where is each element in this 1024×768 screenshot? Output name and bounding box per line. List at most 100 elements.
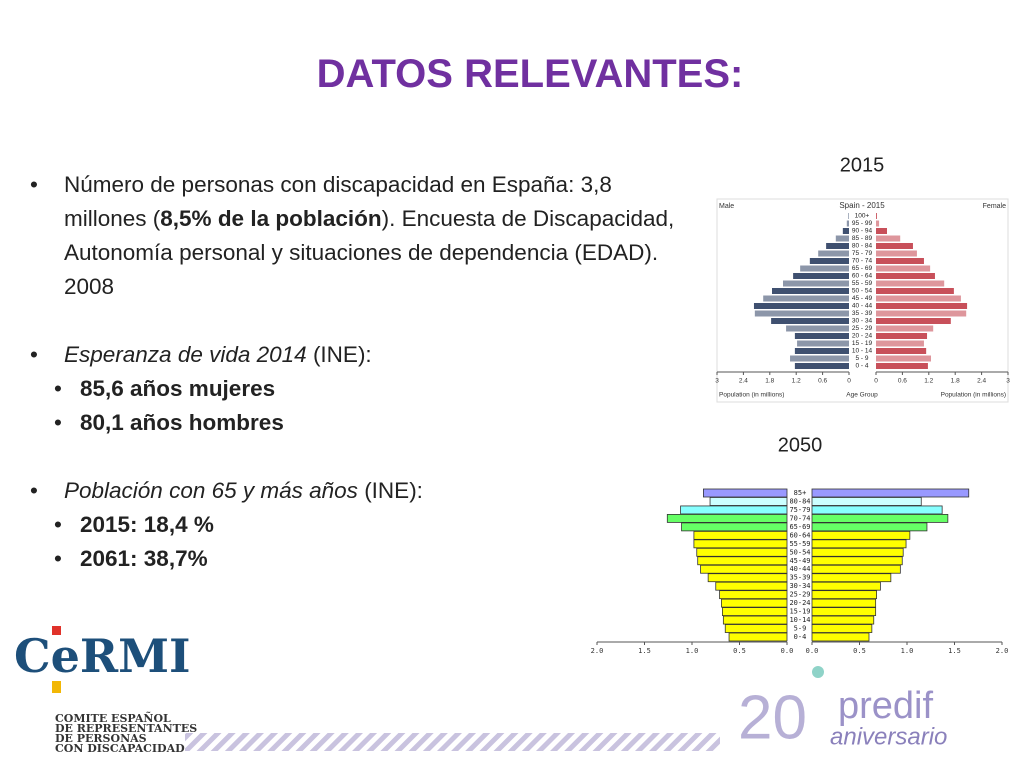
x-tick-label: 0	[847, 378, 851, 385]
left-bar	[835, 235, 849, 242]
chart-frame	[716, 198, 1009, 403]
logo-tagline: aniversario	[830, 723, 947, 750]
age-label: 75-79	[789, 506, 810, 514]
left-bar	[818, 250, 849, 257]
left-bar	[715, 581, 788, 591]
x-tick-label: 0.5	[733, 647, 746, 655]
right-bar	[876, 288, 954, 294]
right-bar	[811, 497, 922, 506]
age-label: 10 - 14	[852, 348, 873, 355]
age-label: 90 - 94	[852, 228, 873, 235]
slide-title: DATOS RELEVANTES:	[316, 52, 744, 96]
age-label: 0-4	[794, 633, 807, 641]
left-bar	[700, 564, 788, 574]
x-tick-label: 1.5	[638, 647, 651, 655]
age-label: 15 - 19	[852, 340, 873, 347]
right-bar	[876, 213, 877, 219]
logo-name: predif	[838, 685, 933, 727]
logo-number: 20	[738, 683, 807, 752]
age-label: 30 - 34	[852, 318, 873, 325]
right-bar	[811, 581, 881, 591]
left-bar	[681, 522, 788, 532]
right-bar	[811, 573, 892, 583]
x-tick-label: 0.6	[818, 378, 827, 385]
age-label: 60 - 64	[852, 273, 873, 280]
left-bar	[797, 340, 849, 347]
age-label: 5-9	[794, 625, 807, 633]
age-label: 80 - 84	[852, 243, 873, 250]
age-label: 85 - 89	[852, 235, 873, 242]
right-bar	[876, 325, 934, 332]
left-bar	[722, 607, 788, 616]
age-label: 95 - 99	[852, 220, 873, 227]
x-tick-label: 2.4	[977, 378, 986, 385]
age-label: 0 - 4	[855, 363, 868, 370]
age-label: 65 - 69	[852, 265, 873, 272]
age-label: 10-14	[789, 616, 810, 624]
age-label: 55-59	[789, 540, 810, 548]
left-bar	[794, 363, 849, 369]
x-tick-label: 3	[715, 378, 719, 385]
logo-text: DE REPRESENTANTES	[55, 722, 197, 735]
right-bar	[811, 547, 904, 557]
age-label: 85+	[794, 489, 807, 497]
right-bar	[876, 333, 928, 339]
x-tick-label: 0.6	[898, 378, 907, 385]
age-label: 70-74	[789, 514, 810, 522]
text: (INE):	[306, 342, 372, 367]
text: ). Encuesta de Discapacidad, Autonomía p…	[64, 206, 675, 299]
logo-dot	[812, 666, 824, 678]
left-bar	[721, 598, 788, 608]
left-bar	[800, 265, 849, 272]
left-bar	[793, 273, 849, 279]
side-label: Female	[983, 203, 1006, 210]
age-label: 100+	[855, 213, 870, 220]
x-tick-label: 1.0	[686, 647, 699, 655]
bullet: Población con 65 y más años (INE):	[28, 474, 693, 508]
sub-bullet: 80,1 años hombres	[28, 406, 693, 440]
text: Número de personas con discapacidad en E…	[64, 172, 612, 231]
left-bar	[693, 530, 788, 540]
right-bar	[811, 615, 875, 625]
x-tick-label: 3	[1006, 378, 1010, 385]
right-bar	[876, 235, 901, 242]
right-bar	[876, 220, 880, 227]
left-bar	[754, 310, 849, 317]
left-bar	[794, 348, 849, 354]
left-bar	[794, 333, 849, 339]
age-label: 50 - 54	[852, 288, 873, 295]
logo-text: CON DISCAPACIDAD	[55, 742, 185, 755]
age-label: 60-64	[789, 531, 810, 539]
x-tick-label: 0.0	[781, 647, 794, 655]
right-bar	[876, 265, 931, 272]
right-bar	[811, 624, 873, 633]
x-tick-label: 1.5	[948, 647, 961, 655]
left-bar	[809, 258, 849, 264]
right-bar	[876, 258, 924, 264]
right-bar	[811, 522, 928, 532]
x-axis-label: Population (in millions)	[719, 392, 784, 399]
age-label: 80-84	[789, 497, 810, 505]
decor-band	[185, 733, 720, 751]
left-bar	[842, 228, 849, 234]
right-bar	[876, 363, 928, 369]
age-label: 50-54	[789, 548, 810, 556]
left-bar	[722, 615, 788, 625]
chart-caption: 2050	[778, 434, 823, 456]
left-bar	[753, 303, 849, 309]
right-bar	[811, 556, 903, 566]
left-bar	[786, 325, 849, 332]
age-label: 45 - 49	[852, 295, 873, 302]
text: Esperanza de vida 2014	[64, 342, 307, 367]
sub-bullet: 2015: 18,4 %	[28, 508, 693, 542]
age-label: 25-29	[789, 591, 810, 599]
right-bar	[876, 348, 927, 354]
x-tick-label: 1.2	[792, 378, 801, 385]
right-bar	[876, 318, 951, 324]
left-bar	[728, 632, 788, 642]
left-bar	[772, 288, 849, 294]
age-label: 25 - 29	[852, 325, 873, 332]
right-bar	[876, 243, 913, 249]
